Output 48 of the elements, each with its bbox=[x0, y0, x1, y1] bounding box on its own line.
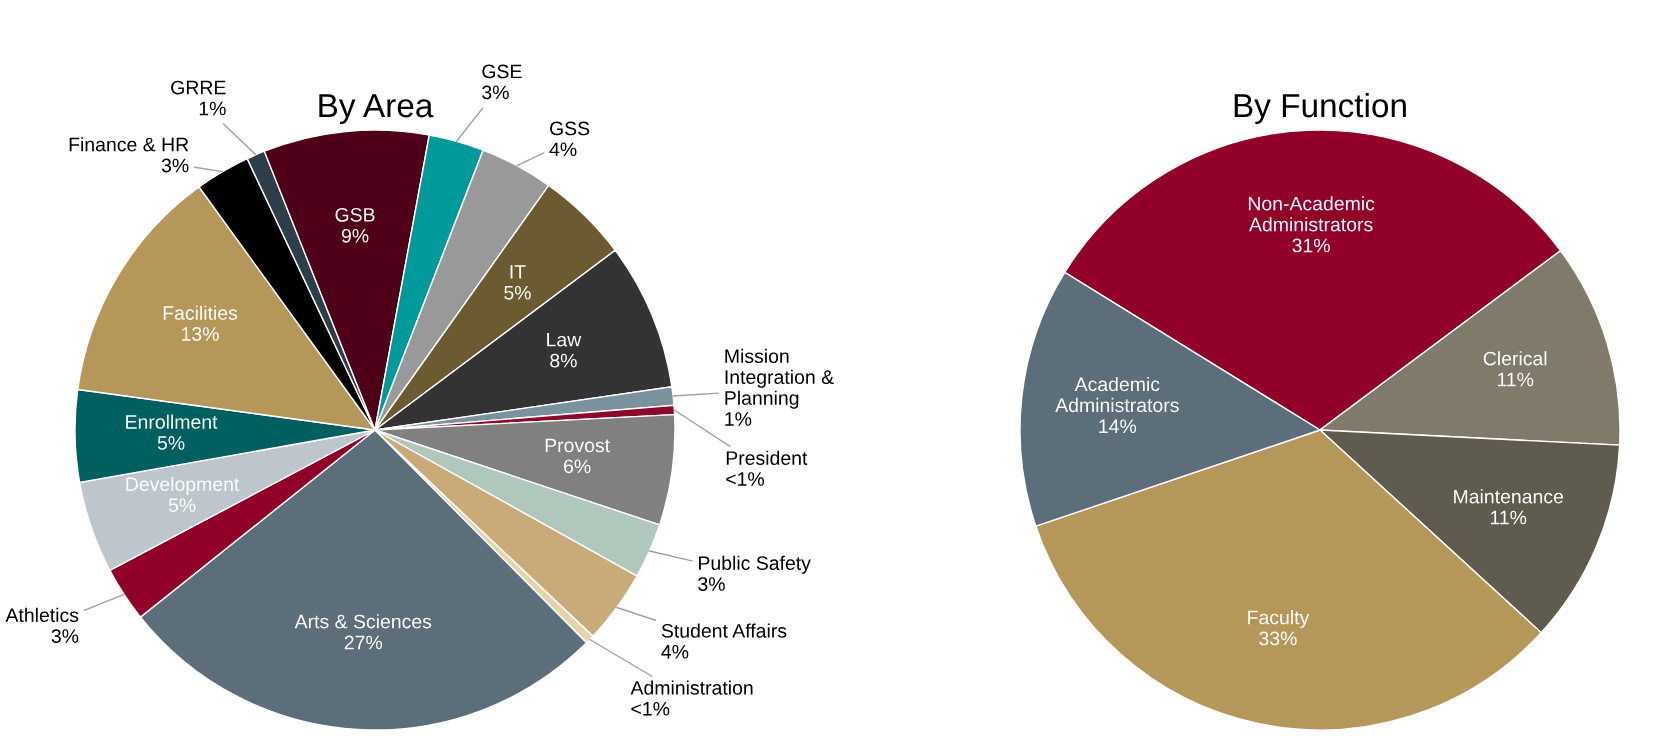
slice-label: Enrollment bbox=[126, 414, 218, 429]
chart-title: By Function bbox=[1234, 92, 1406, 124]
data-label: 5% bbox=[504, 285, 531, 300]
slice-label: GSS bbox=[550, 121, 590, 136]
data-label: 1% bbox=[725, 412, 752, 426]
slice-label: Public Safety bbox=[699, 555, 811, 574]
slice-label: Athletics bbox=[5, 607, 79, 623]
data-label: 33% bbox=[1259, 631, 1297, 646]
slice-label: Clerical bbox=[1483, 351, 1547, 366]
slice-label: Faculty bbox=[1248, 610, 1310, 629]
slice-label: Development bbox=[126, 476, 240, 495]
data-label: 5% bbox=[168, 498, 196, 513]
data-label: 11% bbox=[1490, 510, 1527, 525]
data-label: 5% bbox=[157, 436, 185, 450]
data-label: 4% bbox=[661, 644, 689, 659]
text: By Area bbox=[319, 94, 434, 124]
slice-label: Arts & Sciences bbox=[294, 614, 432, 629]
slice-label: GRRE bbox=[171, 80, 226, 95]
slice-label: Non-Academic Administrators bbox=[1248, 196, 1375, 232]
data-label: 1% bbox=[199, 101, 226, 116]
slice-label: Provost bbox=[545, 438, 610, 453]
data-label: 6% bbox=[564, 459, 591, 474]
slice-label: Maintenance bbox=[1454, 489, 1564, 504]
slice-label: Law bbox=[547, 332, 582, 347]
data-label: 4% bbox=[549, 142, 577, 157]
slice-label: President bbox=[726, 450, 808, 465]
data-label: 31% bbox=[1292, 238, 1330, 253]
slice-label: Finance & HR bbox=[69, 137, 189, 152]
slice-label: GSE bbox=[482, 64, 522, 79]
data-label: 3% bbox=[482, 85, 509, 100]
slice-label: Academic Administrators bbox=[1055, 376, 1179, 413]
slice-label: Mission Integration & Planning bbox=[725, 348, 834, 409]
data-label: 27% bbox=[344, 635, 383, 650]
slice-label: Student Affairs bbox=[661, 623, 787, 638]
data-label: 14% bbox=[1099, 419, 1137, 433]
data-label: 9% bbox=[341, 228, 369, 243]
data-label: 3% bbox=[698, 577, 725, 591]
data-label: <1% bbox=[631, 701, 670, 716]
data-label: 3% bbox=[51, 629, 79, 643]
slice-label: IT bbox=[510, 265, 526, 279]
data-label: 3% bbox=[161, 158, 189, 173]
data-label: 11% bbox=[1497, 372, 1534, 387]
data-label: <1% bbox=[726, 472, 765, 486]
data-label: 8% bbox=[550, 353, 577, 368]
slice-label: Administration bbox=[630, 680, 753, 695]
slice-label: Facilities bbox=[163, 305, 238, 320]
data-label: 13% bbox=[182, 327, 219, 341]
slice-label: GSB bbox=[335, 207, 375, 222]
